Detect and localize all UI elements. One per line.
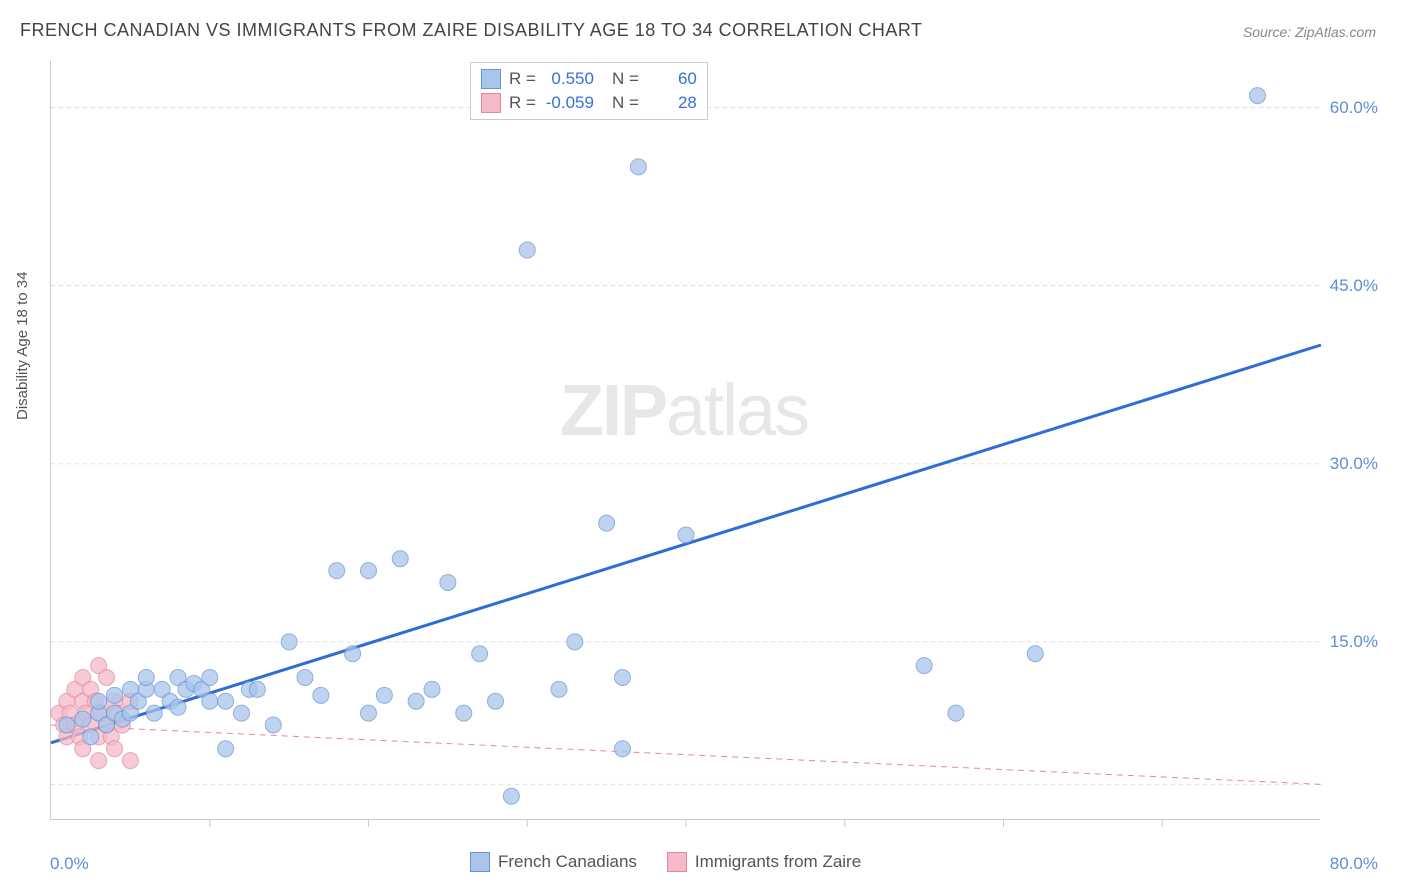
data-point: [630, 159, 646, 175]
data-point: [281, 634, 297, 650]
n-value: 60: [647, 69, 697, 89]
plot-area: [50, 60, 1320, 820]
data-point: [91, 693, 107, 709]
data-point: [297, 670, 313, 686]
source-attribution: Source: ZipAtlas.com: [1243, 24, 1376, 40]
data-point: [249, 681, 265, 697]
data-point: [599, 515, 615, 531]
data-point: [59, 717, 75, 733]
data-point: [329, 563, 345, 579]
stats-legend-row: R = -0.059 N = 28: [481, 91, 697, 115]
r-label: R =: [509, 69, 536, 89]
y-axis-label: Disability Age 18 to 34: [14, 272, 31, 420]
data-point: [678, 527, 694, 543]
data-point: [519, 242, 535, 258]
data-point: [218, 741, 234, 757]
y-tick-label: 30.0%: [1330, 454, 1378, 474]
legend-swatch: [667, 852, 687, 872]
data-point: [75, 711, 91, 727]
data-point: [218, 693, 234, 709]
data-point: [265, 717, 281, 733]
data-point: [361, 563, 377, 579]
scatter-svg: [51, 60, 1320, 819]
x-tick-max: 80.0%: [1330, 854, 1378, 874]
chart-title: FRENCH CANADIAN VS IMMIGRANTS FROM ZAIRE…: [20, 20, 923, 41]
data-point: [202, 670, 218, 686]
data-point: [376, 687, 392, 703]
n-label: N =: [612, 93, 639, 113]
legend-label: Immigrants from Zaire: [695, 852, 861, 872]
data-point: [234, 705, 250, 721]
data-point: [472, 646, 488, 662]
data-point: [345, 646, 361, 662]
data-point: [1250, 88, 1266, 104]
legend-item: Immigrants from Zaire: [667, 852, 861, 872]
data-point: [916, 658, 932, 674]
data-point: [503, 788, 519, 804]
legend-swatch: [481, 69, 501, 89]
data-point: [1027, 646, 1043, 662]
n-value: 28: [647, 93, 697, 113]
r-label: R =: [509, 93, 536, 113]
legend-item: French Canadians: [470, 852, 637, 872]
series-legend: French Canadians Immigrants from Zaire: [470, 852, 861, 872]
data-point: [488, 693, 504, 709]
data-point: [424, 681, 440, 697]
data-point: [170, 699, 186, 715]
data-point: [392, 551, 408, 567]
stats-legend-row: R = 0.550 N = 60: [481, 67, 697, 91]
n-label: N =: [612, 69, 639, 89]
data-point: [567, 634, 583, 650]
data-point: [107, 741, 123, 757]
data-point: [551, 681, 567, 697]
data-point: [615, 670, 631, 686]
data-point: [408, 693, 424, 709]
y-tick-label: 60.0%: [1330, 98, 1378, 118]
r-value: -0.059: [544, 93, 594, 113]
r-value: 0.550: [544, 69, 594, 89]
legend-swatch: [481, 93, 501, 113]
data-point: [146, 705, 162, 721]
data-point: [948, 705, 964, 721]
data-point: [361, 705, 377, 721]
data-point: [138, 670, 154, 686]
data-point: [91, 753, 107, 769]
data-point: [440, 575, 456, 591]
data-point: [615, 741, 631, 757]
data-point: [99, 670, 115, 686]
data-point: [313, 687, 329, 703]
data-point: [83, 729, 99, 745]
legend-label: French Canadians: [498, 852, 637, 872]
stats-legend: R = 0.550 N = 60 R = -0.059 N = 28: [470, 62, 708, 120]
data-point: [202, 693, 218, 709]
data-point: [456, 705, 472, 721]
data-point: [107, 687, 123, 703]
y-tick-label: 15.0%: [1330, 632, 1378, 652]
data-point: [122, 753, 138, 769]
legend-swatch: [470, 852, 490, 872]
y-tick-label: 45.0%: [1330, 276, 1378, 296]
x-tick-min: 0.0%: [50, 854, 89, 874]
